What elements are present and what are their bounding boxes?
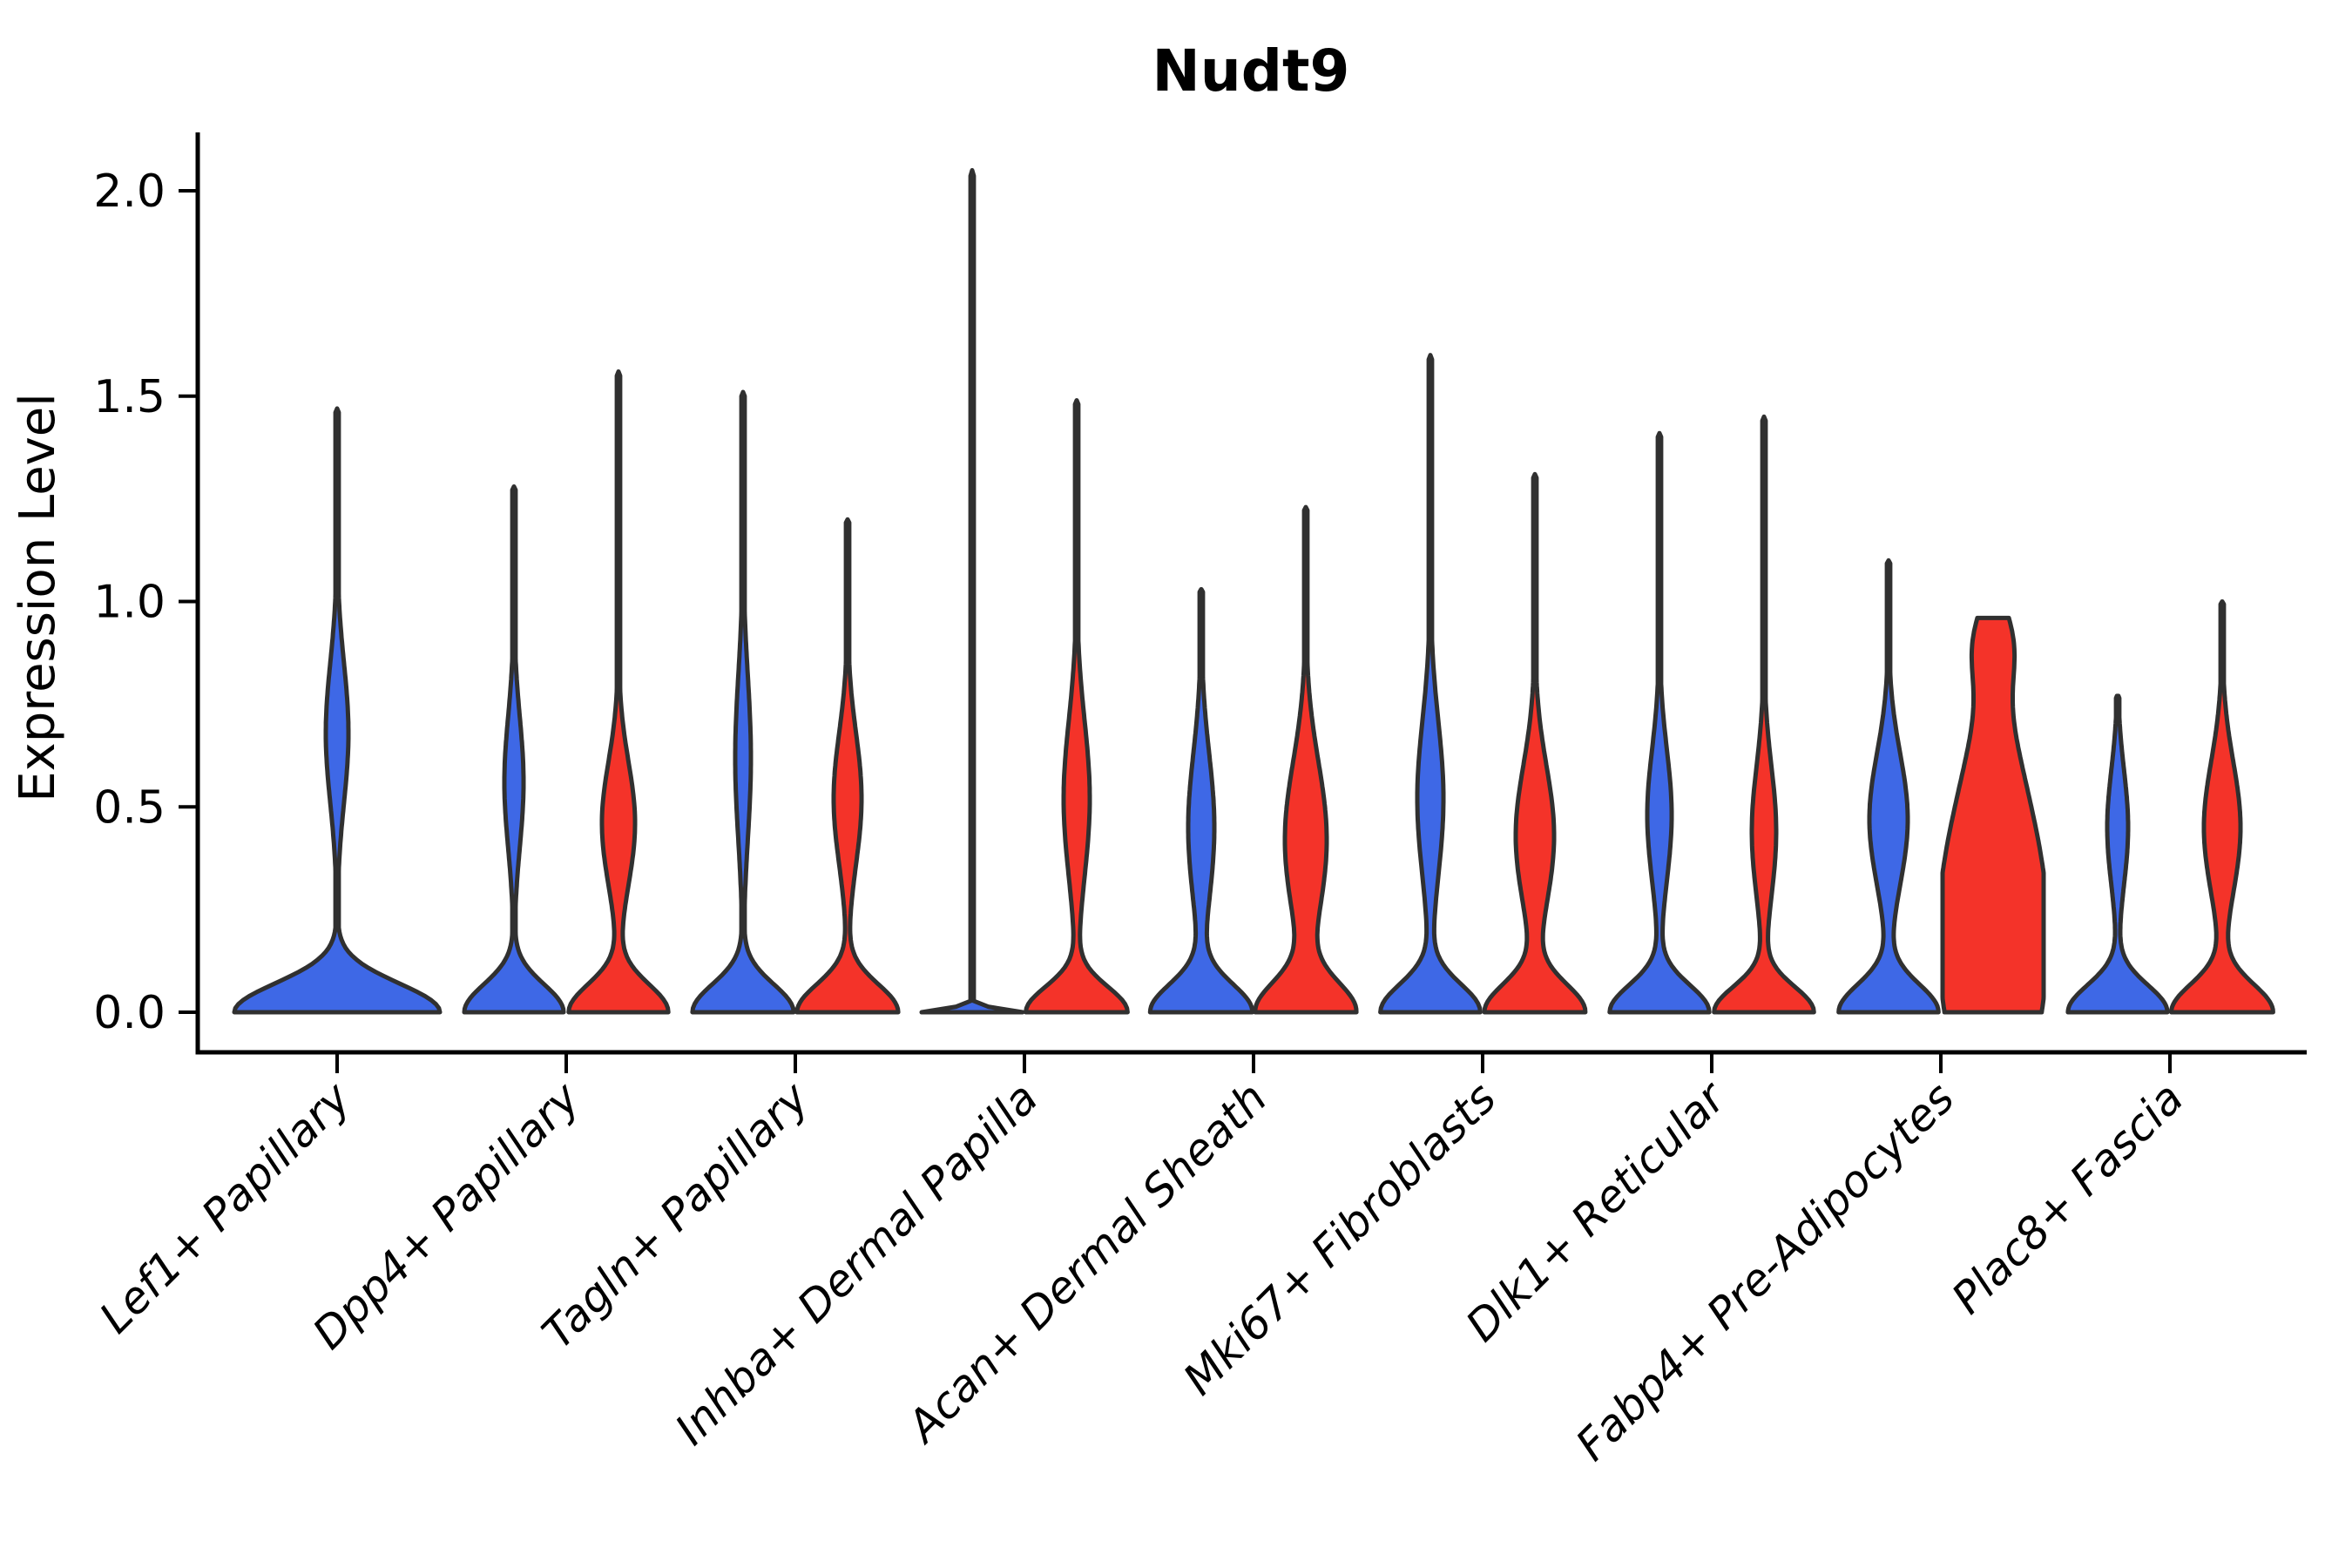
chart-title: Nudt9 [1152,37,1350,105]
x-tick-label: Plac8+ Fascia [1943,1072,2193,1323]
violin-inhba-dermal-papilla-red [1024,398,1130,1015]
y-axis-label: Expression Level [10,393,66,802]
violin-inhba-dermal-papilla-blue [919,167,1025,1015]
violin-mki67-fibroblasts-red [1482,471,1588,1015]
violins-layer [232,167,2275,1015]
x-tick-label: Acan+ Dermal Sheath [896,1072,1277,1453]
violin-dpp4-papillary-red [566,369,671,1015]
violin-lef1-papillary-blue [232,406,443,1015]
violin-fabp4-pre-adipocytes-red [1940,615,2046,1015]
violin-plac8-fascia-blue [2065,693,2170,1015]
violin-acan-dermal-sheath-red [1253,504,1359,1015]
y-tick-label: 0.5 [93,781,166,834]
x-tick-label: Fabp4+ Pre-Adipocytes [1566,1072,1964,1470]
y-tick-label: 2.0 [93,166,166,218]
y-tick-label: 1.5 [93,371,166,423]
violin-dlk1-reticular-blue [1607,430,1712,1015]
x-tick-label: Lef1+ Papillary [90,1071,361,1342]
violin-acan-dermal-sheath-blue [1147,586,1255,1015]
violin-mki67-fibroblasts-blue [1378,353,1483,1015]
violin-tagln-papillary-blue [690,389,796,1015]
x-tick-label: Inhba+ Dermal Papilla [666,1072,1047,1454]
violin-plac8-fascia-red [2169,599,2275,1015]
violin-dlk1-reticular-red [1712,414,1816,1015]
violin-dpp4-papillary-blue [462,484,566,1015]
violin-fabp4-pre-adipocytes-blue [1836,558,1941,1015]
violin-tagln-papillary-red [794,517,901,1015]
y-tick-label: 1.0 [93,577,166,629]
y-tick-label: 0.0 [93,987,166,1039]
